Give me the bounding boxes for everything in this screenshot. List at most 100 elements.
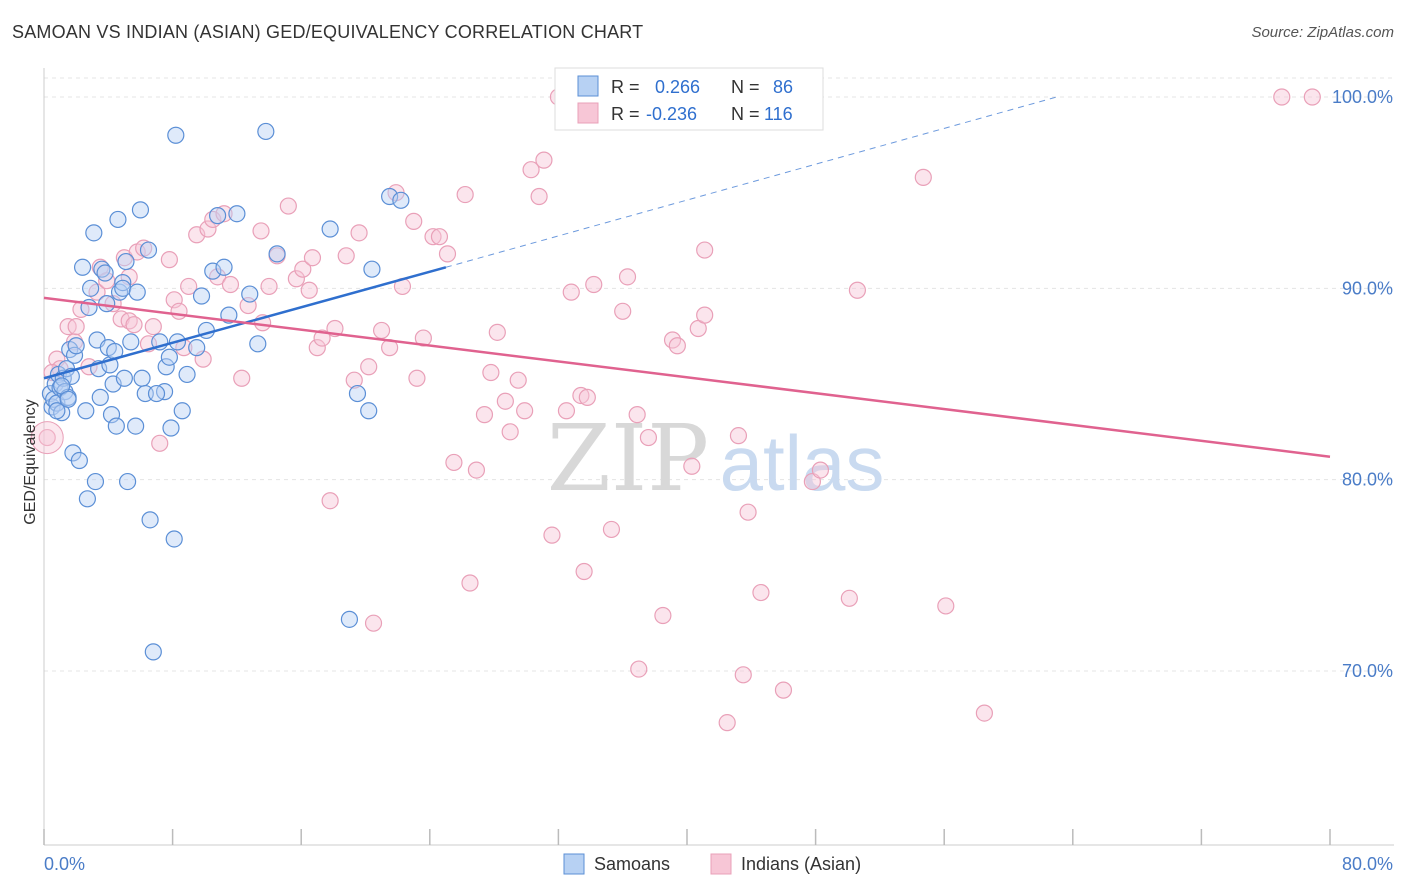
indians-point xyxy=(125,316,143,334)
indians-point xyxy=(38,428,56,447)
indians-point xyxy=(408,369,426,387)
indians-point xyxy=(364,614,383,632)
samoans-point xyxy=(228,205,246,223)
indians-point xyxy=(1303,88,1321,106)
samoans-point xyxy=(86,472,105,491)
samoans-point xyxy=(139,241,158,259)
indians-point xyxy=(683,457,701,475)
samoans-point xyxy=(209,207,227,225)
samoans-point xyxy=(268,245,286,263)
samoans-point xyxy=(67,337,85,355)
samoans-point xyxy=(107,417,125,435)
indians-point xyxy=(199,220,217,238)
indians-points xyxy=(30,88,1321,732)
stats-n-label-1: N = xyxy=(731,77,760,97)
samoans-point xyxy=(96,264,114,282)
legend-swatch-samoans xyxy=(563,853,585,875)
samoans-point xyxy=(204,262,222,280)
indians-point xyxy=(630,660,648,678)
indians-point xyxy=(734,666,752,684)
indians-point xyxy=(287,270,305,288)
samoans-point xyxy=(249,335,267,353)
samoans-point xyxy=(157,358,175,376)
indians-point xyxy=(461,574,479,592)
stats-legend-swatch-samoans xyxy=(577,75,599,97)
zipatlas-watermark: ZIP atlas xyxy=(547,405,884,512)
indians-point xyxy=(313,329,331,347)
indians-point xyxy=(303,249,322,267)
indians-point xyxy=(535,151,553,169)
indians-point xyxy=(718,714,736,732)
samoans-point xyxy=(363,260,381,278)
indians-point xyxy=(774,681,793,699)
samoans-point xyxy=(360,402,378,420)
indians-point xyxy=(350,224,368,242)
indians-point xyxy=(530,187,548,206)
indians-point xyxy=(438,245,457,263)
legend-label-indians: Indians (Asian) xyxy=(741,854,861,874)
indians-point xyxy=(144,318,162,336)
indians-point xyxy=(618,268,637,286)
x-tick-label-min: 0.0% xyxy=(44,854,85,874)
indians-point xyxy=(543,526,561,544)
samoans-point xyxy=(241,285,259,303)
samoans-point xyxy=(162,419,180,437)
samoans-point xyxy=(192,287,211,305)
indians-point xyxy=(294,260,312,278)
samoans-point xyxy=(128,283,146,301)
indians-point xyxy=(585,275,603,294)
samoans-point xyxy=(160,348,178,366)
indians-point xyxy=(628,406,646,424)
samoans-point xyxy=(173,402,191,420)
trend-lines xyxy=(43,96,1331,458)
indians-point xyxy=(170,302,188,320)
indians-point xyxy=(668,337,686,355)
stats-r-label-2: R = xyxy=(611,104,640,124)
samoans-point xyxy=(257,122,275,141)
samoans-point xyxy=(109,210,127,229)
samoans-point xyxy=(91,388,109,406)
stats-legend-box xyxy=(554,67,824,131)
indians-point xyxy=(424,228,442,246)
indians-point xyxy=(522,161,540,179)
indians-point xyxy=(151,434,169,452)
samoans-point xyxy=(144,643,162,661)
indians-point xyxy=(578,388,596,406)
samoans-point xyxy=(85,224,103,242)
indians-point xyxy=(445,453,463,472)
series-legend: Samoans Indians (Asian) xyxy=(563,853,861,875)
indians-point xyxy=(614,302,632,320)
samoans-point xyxy=(117,252,135,271)
indians-point xyxy=(752,583,770,602)
samoans-point xyxy=(98,295,116,313)
indians-point xyxy=(729,427,748,445)
indians-point xyxy=(572,386,590,405)
indians-point xyxy=(308,339,326,357)
samoans-point xyxy=(215,258,233,276)
indians-point xyxy=(496,392,514,410)
indians-point xyxy=(1273,88,1291,106)
stats-n-value-2: 116 xyxy=(764,104,793,124)
indians-point xyxy=(430,228,449,246)
samoans-point xyxy=(133,369,151,387)
samoans-trend-extension xyxy=(445,96,1057,268)
indians-point xyxy=(696,241,714,259)
samoans-point xyxy=(141,511,159,529)
indians-point xyxy=(488,323,506,341)
chart-source: Source: ZipAtlas.com xyxy=(1251,24,1394,41)
indians-point xyxy=(475,406,494,424)
indians-point xyxy=(456,185,474,204)
indians-point xyxy=(300,281,318,299)
x-tick-label-max: 80.0% xyxy=(1342,854,1393,874)
y-axis-label: GED/Equivalency xyxy=(22,399,39,524)
indians-point xyxy=(180,277,198,296)
indians-point xyxy=(811,461,830,479)
indians-point xyxy=(557,402,576,420)
samoans-point xyxy=(78,490,97,508)
y-tick-label: 80.0% xyxy=(1342,470,1393,490)
indians-point xyxy=(414,329,432,347)
watermark-atlas: atlas xyxy=(720,419,885,507)
samoans-point xyxy=(188,339,206,357)
indians-trend-line xyxy=(43,296,1331,458)
